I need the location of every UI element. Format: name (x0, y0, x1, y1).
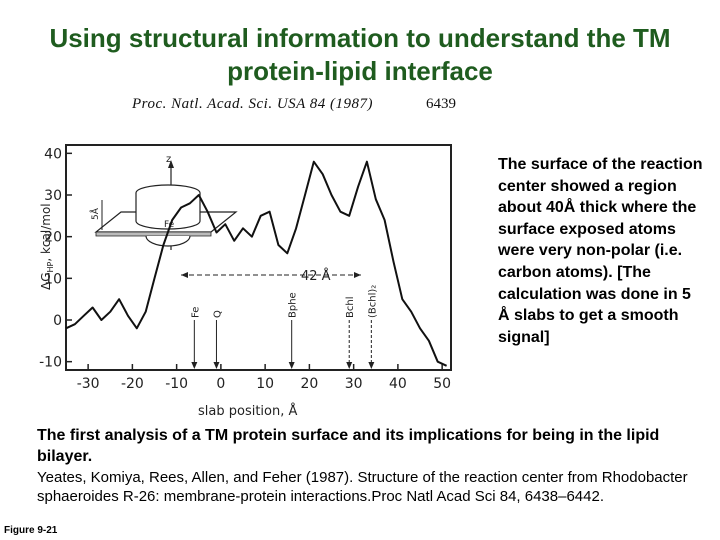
marker-label: Q (212, 310, 223, 318)
hydrophobicity-series (65, 160, 448, 367)
axis-ticks: -30 -20 -10 0 10 20 30 40 50 40 30 20 10 0 -10 (39, 146, 451, 392)
inset-scale-label: 5Å (89, 207, 101, 220)
y-tick-label: 30 (44, 188, 62, 204)
marker-arrowhead (346, 362, 353, 369)
description-text: The surface of the reaction center showe… (498, 156, 703, 346)
y-tick-label: 40 (44, 146, 62, 162)
inset-center-label: Fe (164, 220, 175, 230)
membrane-schematic-inset: z Fe 5Å (89, 154, 238, 250)
y-tick-label: 20 (44, 230, 62, 246)
x-tick-label: -30 (77, 376, 100, 392)
residue-markers: Fe Q Bphe Bchl (Bchl)₂ (190, 285, 378, 369)
slide-title: Using structural information to understa… (49, 23, 671, 86)
plot-frame (65, 144, 452, 371)
marker-label: Fe (190, 307, 201, 318)
y-tick-label: -10 (39, 355, 62, 371)
span-annotation: 42 Å (181, 268, 361, 284)
y-tick-label: 0 (53, 313, 62, 329)
inset-axis-label: z (166, 154, 171, 165)
summary-text: The first analysis of a TM protein surfa… (37, 427, 660, 465)
reference-citation: Yeates, Komiya, Rees, Allen, and Feher (… (37, 469, 688, 505)
x-tick-label: 30 (345, 376, 363, 392)
marker-label: (Bchl)₂ (367, 285, 378, 318)
x-tick-label: -10 (165, 376, 188, 392)
marker-label: Bphe (288, 292, 299, 318)
x-tick-label: -20 (121, 376, 144, 392)
x-axis-label: slab position, Å (198, 403, 297, 419)
marker-arrowhead (191, 362, 198, 369)
marker-arrowhead (213, 362, 220, 369)
x-tick-label: 50 (433, 376, 451, 392)
span-label: 42 Å (301, 268, 331, 284)
marker-label: Bchl (345, 297, 356, 318)
y-tick-label: 10 (44, 271, 62, 287)
journal-page-number: 6439 (426, 96, 456, 112)
x-tick-label: 40 (389, 376, 407, 392)
marker-arrowhead (368, 362, 375, 369)
y-axis-label: ΔGHP, kcal/mol (39, 203, 55, 290)
x-tick-label: 0 (216, 376, 225, 392)
figure-label: Figure 9-21 (4, 525, 58, 536)
marker-arrowhead (288, 362, 295, 369)
x-tick-label: 20 (300, 376, 318, 392)
journal-header: Proc. Natl. Acad. Sci. USA 84 (1987) (132, 96, 374, 112)
x-tick-label: 10 (256, 376, 274, 392)
hydrophobicity-plot: ΔGHP, kcal/mol slab position, Å -30 -20 -1… (39, 144, 452, 419)
